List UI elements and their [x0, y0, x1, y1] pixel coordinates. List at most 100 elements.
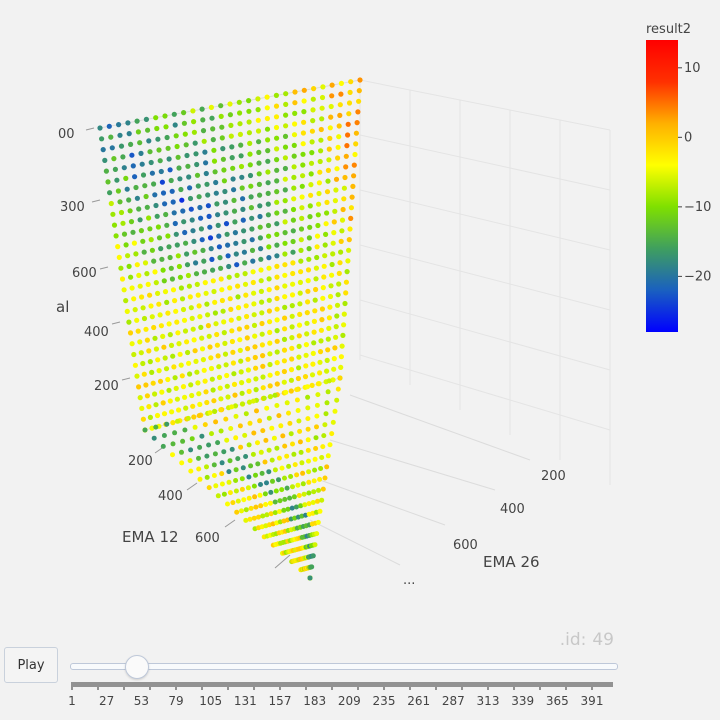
data-point: [241, 249, 247, 255]
grid-line: [359, 354, 611, 431]
data-point: [289, 303, 295, 309]
data-point: [160, 400, 166, 406]
data-point: [144, 271, 150, 277]
data-point: [164, 134, 170, 141]
frame-slider-handle[interactable]: [124, 655, 149, 679]
data-point: [282, 133, 289, 139]
data-point: [235, 498, 241, 504]
data-point: [207, 224, 213, 230]
data-point: [221, 330, 227, 336]
data-point: [250, 279, 256, 286]
data-point: [348, 79, 354, 85]
data-point: [168, 177, 174, 184]
data-point: [215, 493, 221, 499]
data-point: [232, 392, 238, 398]
data-point: [129, 285, 135, 291]
data-point: [327, 293, 334, 300]
data-point: [151, 181, 157, 187]
data-point: [273, 124, 280, 131]
data-point: [290, 217, 296, 223]
data-point: [334, 166, 340, 172]
data-point: [286, 463, 292, 469]
data-point: [152, 192, 158, 198]
grid-line: [99, 266, 109, 270]
play-button[interactable]: Play: [4, 647, 58, 683]
data-point: [265, 190, 271, 196]
data-point: [256, 514, 261, 520]
data-point: [189, 392, 195, 399]
data-point: [242, 260, 248, 266]
data-point: [179, 449, 184, 455]
data-point: [134, 195, 140, 201]
data-point: [243, 411, 249, 417]
data-point: [272, 499, 278, 505]
data-point: [174, 242, 180, 248]
data-point: [226, 479, 232, 485]
data-point: [297, 439, 303, 445]
data-point: [201, 138, 207, 144]
data-point: [319, 497, 325, 503]
data-point: [166, 156, 172, 162]
data-point: [225, 501, 230, 507]
data-point: [120, 220, 126, 226]
data-point: [303, 342, 309, 348]
data-point: [333, 187, 339, 193]
data-point: [176, 165, 182, 171]
data-point: [242, 281, 249, 287]
data-point: [306, 501, 312, 507]
data-point: [128, 219, 135, 225]
data-point: [300, 141, 306, 147]
data-point: [239, 380, 245, 386]
data-point: [169, 276, 175, 282]
data-point: [253, 504, 259, 510]
data-point: [156, 235, 163, 241]
data-point: [131, 240, 137, 246]
data-point: [241, 497, 247, 503]
data-point: [266, 297, 272, 303]
grid-line: [349, 394, 531, 461]
data-point: [157, 158, 163, 164]
frame-slider-rail[interactable]: [70, 663, 618, 670]
data-point: [285, 506, 291, 512]
data-point: [164, 222, 170, 228]
data-point: [282, 144, 289, 150]
data-point: [248, 463, 254, 469]
data-point: [198, 215, 204, 221]
data-point: [229, 144, 235, 150]
data-point: [134, 118, 140, 124]
z-tick-label: 200: [94, 379, 119, 394]
data-point: [194, 369, 200, 375]
data-point: [246, 388, 252, 394]
data-point: [260, 363, 266, 369]
data-point: [325, 336, 331, 342]
data-point: [210, 137, 216, 143]
data-point: [220, 156, 226, 162]
data-point: [274, 317, 280, 323]
grid-line: [85, 127, 95, 131]
data-point: [195, 292, 201, 298]
data-point: [197, 204, 203, 211]
data-point: [274, 157, 280, 163]
data-point: [292, 110, 298, 116]
data-point: [136, 384, 142, 390]
data-point: [332, 345, 338, 351]
data-point: [311, 340, 317, 346]
data-point: [281, 347, 288, 353]
data-point: [258, 278, 264, 284]
data-point: [135, 129, 141, 135]
data-point: [357, 77, 363, 83]
scatter3d-plot[interactable]: 00 300 600 400 200 al 200 400 600 EMA 12…: [0, 0, 720, 620]
data-point: [166, 244, 172, 250]
data-point: [166, 321, 172, 327]
data-point: [267, 340, 273, 346]
data-point: [146, 138, 152, 144]
data-point: [211, 398, 217, 404]
data-point: [274, 403, 280, 408]
data-point: [227, 285, 233, 291]
data-point: [225, 394, 231, 400]
data-point: [238, 163, 245, 170]
data-point: [233, 467, 239, 473]
slider-label: 339: [511, 694, 535, 708]
scene-svg[interactable]: 00 300 600 400 200 al 200 400 600 EMA 12…: [0, 0, 720, 620]
data-point: [249, 226, 255, 232]
